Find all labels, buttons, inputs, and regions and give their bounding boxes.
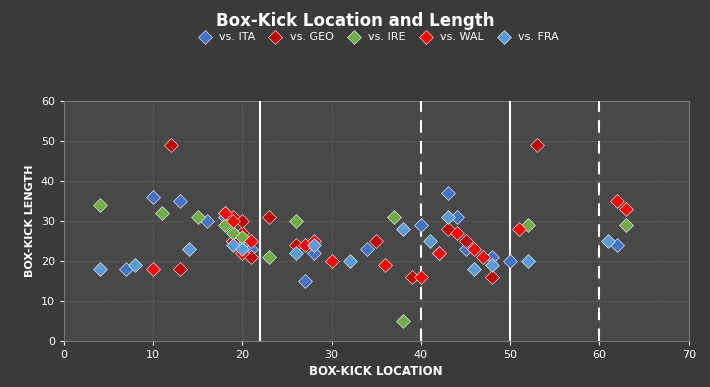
Point <box>246 238 257 244</box>
Point <box>236 217 248 224</box>
Point <box>290 217 302 224</box>
Point <box>236 250 248 256</box>
Point <box>442 214 454 220</box>
Point <box>621 205 632 212</box>
Point <box>406 274 417 280</box>
Point <box>486 274 498 280</box>
Point <box>361 245 373 252</box>
Point <box>523 257 534 264</box>
Point <box>460 245 471 252</box>
Point <box>290 241 302 248</box>
Point <box>174 265 185 272</box>
Point <box>94 202 105 208</box>
Point <box>192 214 204 220</box>
Point <box>219 221 230 228</box>
Point <box>451 229 462 236</box>
Point <box>469 245 480 252</box>
Point <box>290 250 302 256</box>
Point <box>433 250 444 256</box>
Point <box>460 238 471 244</box>
Point <box>201 217 212 224</box>
Point <box>469 265 480 272</box>
Point <box>236 233 248 240</box>
Point <box>442 190 454 196</box>
Point <box>148 194 159 200</box>
Point <box>174 197 185 204</box>
Point <box>246 253 257 260</box>
Point <box>263 214 275 220</box>
Point <box>415 274 427 280</box>
Point <box>344 257 355 264</box>
Point <box>603 238 614 244</box>
Point <box>228 238 239 244</box>
Point <box>263 253 275 260</box>
Point <box>308 250 320 256</box>
Point <box>505 257 516 264</box>
Point <box>486 262 498 268</box>
Point <box>415 221 427 228</box>
Point <box>531 142 542 148</box>
Point <box>236 241 248 248</box>
Point <box>121 265 132 272</box>
Point <box>611 241 623 248</box>
Point <box>299 277 310 284</box>
Point <box>523 221 534 228</box>
Point <box>398 317 409 324</box>
Point <box>442 226 454 232</box>
Point <box>236 245 248 252</box>
Point <box>228 241 239 248</box>
Point <box>621 221 632 228</box>
Point <box>236 229 248 236</box>
Point <box>424 238 435 244</box>
Point <box>183 245 195 252</box>
Point <box>228 229 239 236</box>
Point <box>388 214 400 220</box>
Point <box>433 250 444 256</box>
Point <box>513 226 525 232</box>
Point <box>228 238 239 244</box>
Y-axis label: BOX-KICK LENGTH: BOX-KICK LENGTH <box>25 164 36 277</box>
Point <box>308 238 320 244</box>
Point <box>478 253 489 260</box>
Point <box>94 265 105 272</box>
Point <box>326 257 337 264</box>
Point <box>380 262 391 268</box>
Point <box>228 214 239 220</box>
Point <box>156 209 168 216</box>
Point <box>611 197 623 204</box>
Point <box>486 253 498 260</box>
Point <box>246 245 257 252</box>
Point <box>219 209 230 216</box>
Point <box>148 265 159 272</box>
Point <box>371 238 382 244</box>
Point <box>398 226 409 232</box>
X-axis label: BOX-KICK LOCATION: BOX-KICK LOCATION <box>310 365 443 378</box>
Text: Box-Kick Location and Length: Box-Kick Location and Length <box>216 12 494 30</box>
Point <box>165 142 177 148</box>
Point <box>308 241 320 248</box>
Point <box>451 214 462 220</box>
Legend: vs. ITA, vs. GEO, vs. IRE, vs. WAL, vs. FRA: vs. ITA, vs. GEO, vs. IRE, vs. WAL, vs. … <box>194 32 559 42</box>
Point <box>130 262 141 268</box>
Point <box>299 241 310 248</box>
Point <box>228 217 239 224</box>
Point <box>219 214 230 220</box>
Point <box>219 209 230 216</box>
